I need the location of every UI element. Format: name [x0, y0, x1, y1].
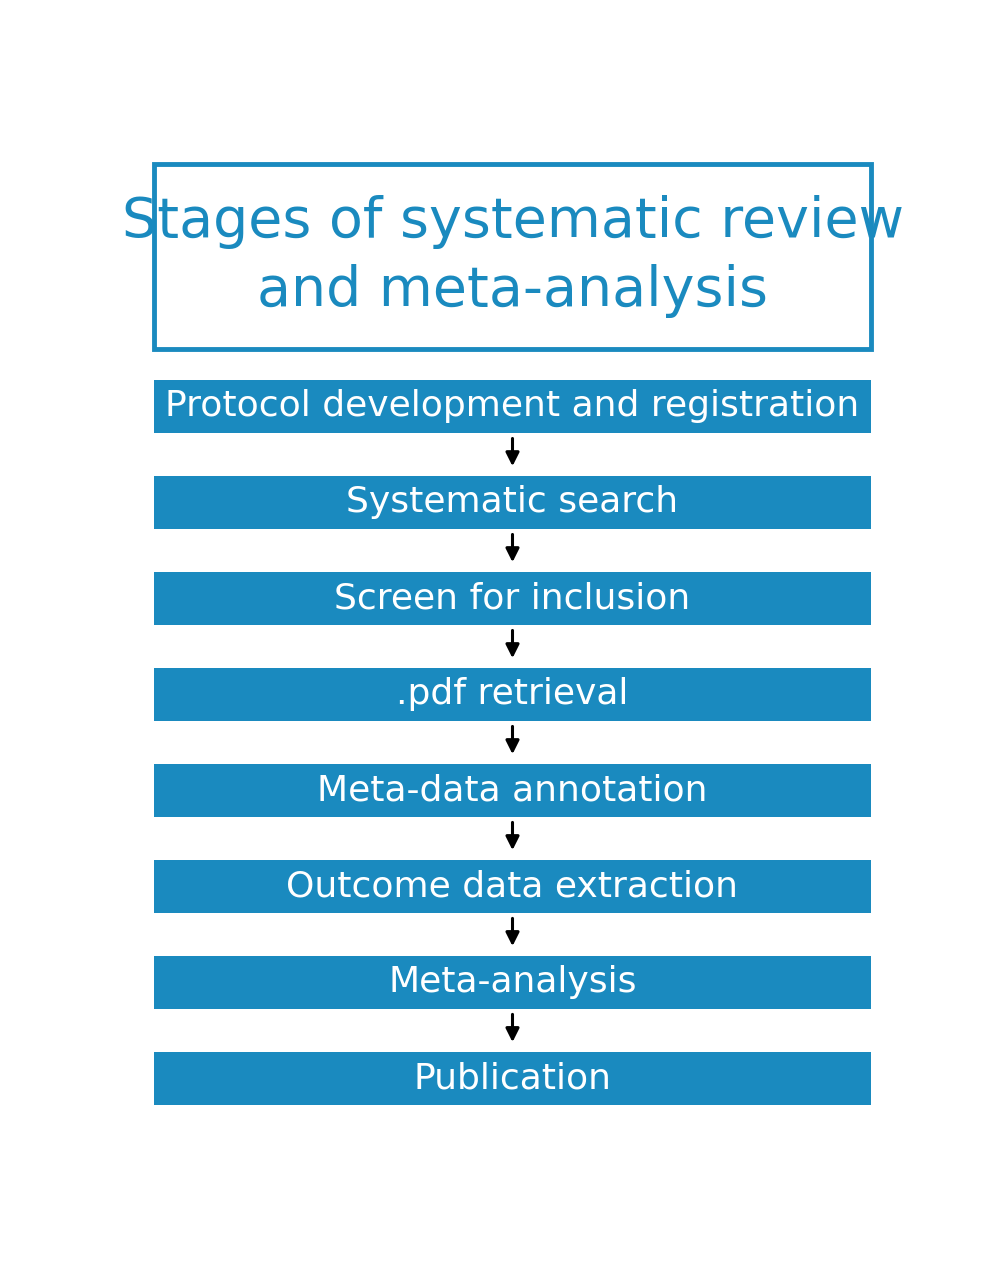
Text: Publication: Publication	[414, 1061, 612, 1095]
Bar	[154, 763, 871, 817]
Text: Meta-analysis: Meta-analysis	[388, 965, 637, 1000]
Text: Screen for inclusion: Screen for inclusion	[334, 581, 691, 616]
Text: Protocol development and registration: Protocol development and registration	[165, 389, 860, 424]
Text: Meta-data annotation: Meta-data annotation	[317, 773, 708, 808]
Bar	[154, 380, 871, 432]
Bar	[154, 955, 871, 1009]
Bar	[154, 476, 871, 529]
Bar	[154, 860, 871, 913]
Text: Outcome data extraction: Outcome data extraction	[287, 869, 738, 903]
Bar	[154, 572, 871, 625]
Text: .pdf retrieval: .pdf retrieval	[396, 677, 629, 711]
Text: Systematic search: Systematic search	[346, 486, 679, 519]
Bar	[154, 1052, 871, 1104]
Bar	[154, 668, 871, 721]
Text: Stages of systematic review
and meta-analysis: Stages of systematic review and meta-ana…	[122, 195, 904, 318]
FancyBboxPatch shape	[154, 164, 871, 349]
